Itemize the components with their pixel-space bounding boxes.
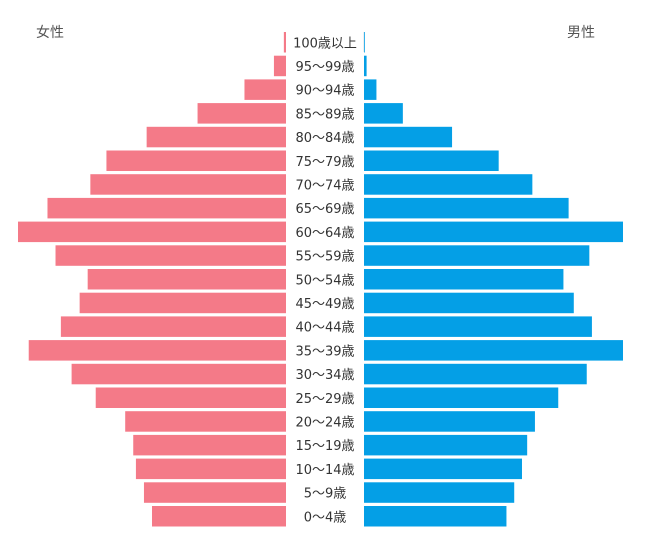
age-group-label: 10〜14歳 xyxy=(295,463,354,478)
female-bar xyxy=(197,103,286,124)
female-bar xyxy=(125,411,286,432)
age-group-label: 75〜79歳 xyxy=(295,155,354,170)
age-group-label: 20〜24歳 xyxy=(295,415,354,430)
age-group-label: 50〜54歳 xyxy=(295,273,354,288)
female-bar xyxy=(135,458,286,480)
female-bar xyxy=(55,245,286,266)
male-bar xyxy=(364,174,533,195)
age-group-label: 0〜4歳 xyxy=(304,510,347,525)
male-bar xyxy=(364,197,569,219)
female-bar xyxy=(87,269,287,290)
age-group-label: 90〜94歳 xyxy=(295,84,354,99)
female-bar xyxy=(90,174,286,195)
male-bar xyxy=(364,506,507,527)
age-group-label: 100歳以上 xyxy=(293,36,357,51)
age-group-label: 55〜59歳 xyxy=(295,250,354,265)
male-bar xyxy=(364,32,365,53)
age-group-label: 25〜29歳 xyxy=(295,392,354,407)
male-bar xyxy=(364,316,592,337)
female-bar xyxy=(71,363,286,385)
female-bar xyxy=(143,482,286,503)
female-bar xyxy=(273,55,286,77)
male-axis-label: 男性 xyxy=(567,25,595,41)
female-bar xyxy=(244,79,286,100)
age-group-label: 60〜64歳 xyxy=(295,226,354,241)
female-bar xyxy=(79,292,286,314)
age-group-label: 5〜9歳 xyxy=(304,487,347,502)
age-group-label: 85〜89歳 xyxy=(295,107,354,122)
age-group-label: 65〜69歳 xyxy=(295,202,354,217)
age-group-label: 35〜39歳 xyxy=(295,344,354,359)
male-bar xyxy=(364,292,574,314)
age-labels-group: 100歳以上 95〜99歳 90〜94歳 85〜89歳 80〜84歳 75〜79歳 70〜7… xyxy=(293,36,357,525)
female-bar xyxy=(18,221,286,243)
age-group-label: 45〜49歳 xyxy=(295,297,354,312)
female-bar xyxy=(146,126,286,148)
male-bar xyxy=(364,434,528,456)
male-bar xyxy=(364,79,377,100)
male-bar xyxy=(364,55,367,77)
male-bar xyxy=(364,340,623,361)
male-bar xyxy=(364,387,559,408)
male-bar xyxy=(364,482,515,503)
female-axis-label: 女性 xyxy=(36,24,64,41)
male-bar xyxy=(364,269,564,290)
age-group-label: 40〜44歳 xyxy=(295,321,354,336)
age-group-label: 95〜99歳 xyxy=(295,60,354,75)
female-bar xyxy=(95,387,286,408)
age-group-label: 70〜74歳 xyxy=(295,178,354,193)
male-bar xyxy=(364,411,535,432)
male-bar xyxy=(364,150,499,171)
female-bar xyxy=(28,340,286,361)
female-bar xyxy=(152,506,286,527)
male-bar xyxy=(364,245,590,266)
female-bar xyxy=(133,434,286,456)
female-bar xyxy=(283,32,286,53)
age-group-label: 80〜84歳 xyxy=(295,131,354,146)
age-group-label: 30〜34歳 xyxy=(295,368,354,383)
male-bar xyxy=(364,103,403,124)
female-bar xyxy=(106,150,286,171)
female-bar xyxy=(60,316,286,337)
male-bar xyxy=(364,363,587,385)
bars-group xyxy=(18,32,623,527)
male-bar xyxy=(364,126,453,148)
male-bar xyxy=(364,221,623,243)
age-group-label: 15〜19歳 xyxy=(295,439,354,454)
male-bar xyxy=(364,458,522,480)
female-bar xyxy=(47,197,287,219)
